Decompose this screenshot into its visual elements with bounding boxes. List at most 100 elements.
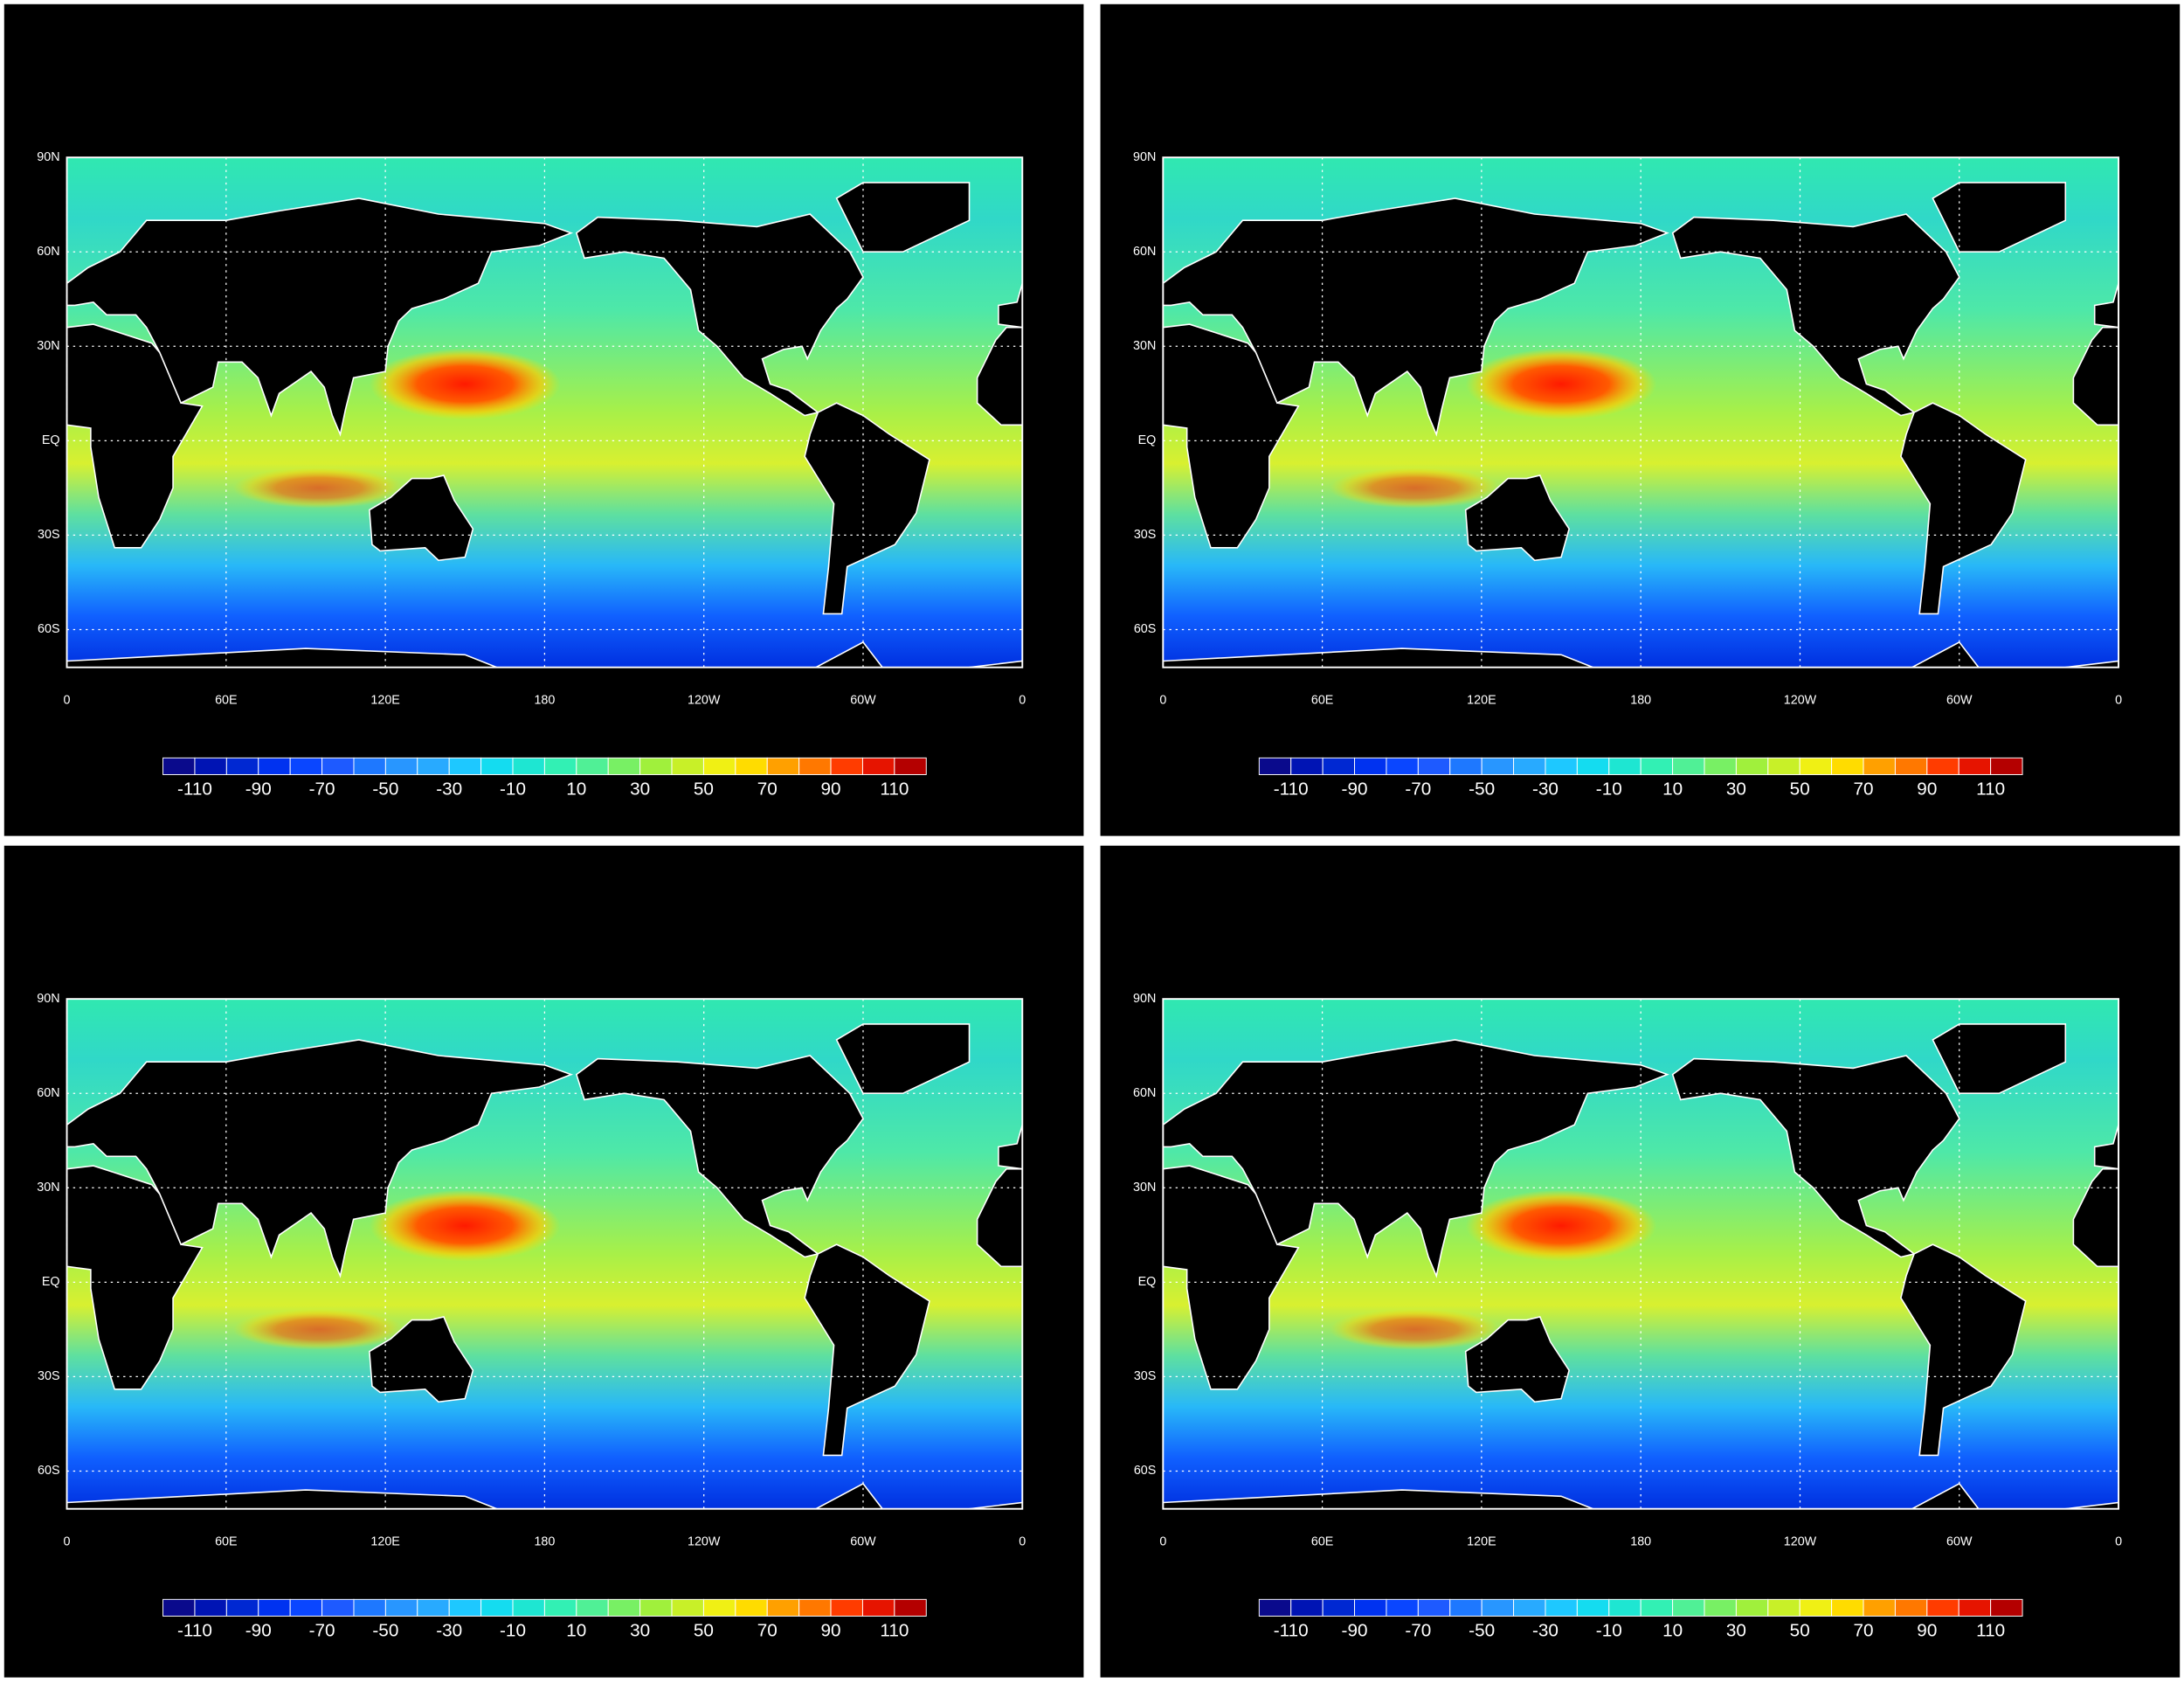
colorbar-box bbox=[766, 1598, 800, 1617]
x-tick-label: 60W bbox=[850, 1535, 876, 1549]
colorbar-label: -90 bbox=[245, 1620, 272, 1640]
map-frame bbox=[66, 998, 1024, 1510]
x-tick-label: 0 bbox=[1019, 694, 1026, 708]
colorbar-label: 110 bbox=[880, 779, 909, 799]
colorbar-label: -90 bbox=[245, 779, 272, 799]
y-tick-label: 60N bbox=[1133, 1086, 1156, 1100]
colorbar-box bbox=[162, 1598, 196, 1617]
colorbar-label: 50 bbox=[694, 1620, 714, 1640]
colorbar-label: 90 bbox=[1917, 779, 1937, 799]
colorbar-label: 10 bbox=[1662, 779, 1683, 799]
colorbar-box bbox=[1449, 757, 1482, 775]
y-tick-label: 30N bbox=[37, 1181, 59, 1195]
x-tick-label: 120W bbox=[1784, 1535, 1817, 1549]
land bbox=[1932, 182, 2067, 253]
y-tick-label: 90N bbox=[37, 150, 59, 164]
map-frame bbox=[1162, 156, 2120, 668]
x-tick-label: 60E bbox=[215, 694, 238, 708]
colorbar-label: -110 bbox=[177, 1620, 212, 1640]
x-tick-label: 120E bbox=[1467, 694, 1496, 708]
land bbox=[1464, 474, 1571, 562]
y-tick-label: 30S bbox=[1134, 1369, 1157, 1383]
map-field bbox=[1163, 157, 2119, 668]
land bbox=[369, 1316, 474, 1403]
land bbox=[66, 323, 204, 549]
y-tick-label: 60N bbox=[37, 1086, 59, 1100]
colorbar-box bbox=[1767, 1598, 1800, 1617]
colorbar-box bbox=[512, 1598, 545, 1617]
map-frame bbox=[66, 156, 1024, 668]
colorbar-label: 50 bbox=[694, 779, 714, 799]
colorbar-box bbox=[194, 757, 227, 775]
x-tick-label: 0 bbox=[1159, 694, 1166, 708]
colorbar-label: 110 bbox=[880, 1620, 909, 1640]
colorbar-label: 70 bbox=[1854, 1620, 1874, 1640]
land bbox=[1671, 1055, 1960, 1258]
colorbar-box bbox=[1894, 757, 1928, 775]
colorbar-label: 90 bbox=[821, 779, 841, 799]
colorbar-box bbox=[798, 1598, 832, 1617]
y-tick-label: EQ bbox=[1138, 433, 1157, 447]
colorbar-box bbox=[576, 1598, 609, 1617]
map-panel: 90N 60N 30N EQ 30S 60S 0 60E 120E 180 120W 60W 0 -110… bbox=[3, 845, 1084, 1678]
colorbar-box bbox=[735, 757, 768, 775]
colorbar-box bbox=[1449, 1598, 1482, 1617]
colorbar-box bbox=[1354, 1598, 1387, 1617]
x-tick-label: 180 bbox=[534, 694, 555, 708]
y-tick-label: 60S bbox=[1134, 622, 1157, 636]
colorbar-box bbox=[1926, 757, 1959, 775]
colorbar-box bbox=[576, 757, 609, 775]
colorbar-label: -110 bbox=[1274, 1620, 1309, 1640]
colorbar-label: -90 bbox=[1342, 1620, 1368, 1640]
land bbox=[804, 402, 930, 615]
warm-band bbox=[232, 468, 405, 509]
colorbar-label: 90 bbox=[821, 1620, 841, 1640]
warm-band bbox=[1329, 468, 1502, 509]
colorbar-box bbox=[1513, 757, 1546, 775]
colorbar-box bbox=[512, 757, 545, 775]
colorbar-label: -10 bbox=[500, 779, 526, 799]
map-panel: 90N 60N 30N EQ 30S 60S 0 60E 120E 180 120W 60W 0 -110… bbox=[1100, 845, 2181, 1678]
colorbar-label: 10 bbox=[566, 779, 586, 799]
land bbox=[1163, 1039, 1669, 1278]
colorbar-box bbox=[1672, 757, 1705, 775]
colorbar-label: 70 bbox=[1854, 779, 1874, 799]
colorbar-box bbox=[258, 1598, 291, 1617]
colorbar-label: -110 bbox=[1274, 779, 1309, 799]
colorbar-box bbox=[1322, 1598, 1356, 1617]
colorbar-label: 110 bbox=[1976, 779, 2005, 799]
x-tick-label: 120W bbox=[688, 694, 721, 708]
x-tick-label: 0 bbox=[1019, 1535, 1026, 1549]
colorbar-box bbox=[1735, 1598, 1769, 1617]
colorbar-box bbox=[1640, 1598, 1674, 1617]
colorbar-box bbox=[1258, 757, 1292, 775]
y-tick-label: EQ bbox=[42, 433, 60, 447]
land bbox=[1464, 1316, 1571, 1403]
x-tick-label: 60W bbox=[1946, 694, 1973, 708]
colorbar-box bbox=[543, 757, 577, 775]
colorbar-label: 70 bbox=[757, 1620, 778, 1640]
colorbar-box bbox=[1481, 757, 1515, 775]
y-tick-label: 30S bbox=[38, 1369, 60, 1383]
colorbar-label: 50 bbox=[1790, 779, 1810, 799]
land bbox=[1163, 641, 2119, 668]
colorbar-label: -30 bbox=[1532, 779, 1559, 799]
colorbar-box bbox=[321, 1598, 355, 1617]
colorbar-box bbox=[702, 1598, 736, 1617]
land bbox=[575, 213, 864, 417]
x-tick-label: 60W bbox=[1946, 1535, 1973, 1549]
colorbar-box bbox=[798, 757, 832, 775]
map-field bbox=[1163, 999, 2119, 1509]
colorbar-label: -10 bbox=[1596, 1620, 1622, 1640]
colorbar-box bbox=[1354, 757, 1387, 775]
land bbox=[835, 1023, 971, 1095]
colorbar-box bbox=[1640, 757, 1674, 775]
colorbar-box bbox=[258, 757, 291, 775]
x-tick-label: 120E bbox=[370, 694, 399, 708]
colorbar-box bbox=[1608, 757, 1641, 775]
land bbox=[369, 474, 474, 562]
y-tick-label: EQ bbox=[42, 1275, 60, 1289]
colorbar-label: 90 bbox=[1917, 1620, 1937, 1640]
colorbar-box bbox=[1863, 1598, 1896, 1617]
